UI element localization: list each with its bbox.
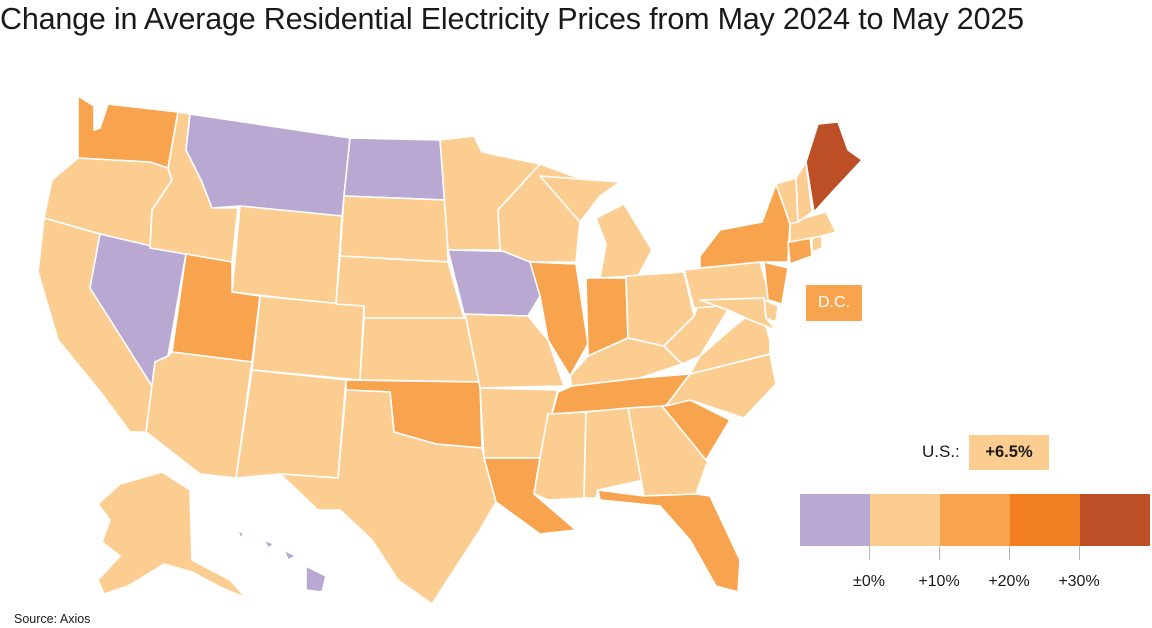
legend-swatch-mid xyxy=(940,494,1010,546)
legend-tick-label: ±0% xyxy=(853,573,885,590)
state-nm xyxy=(235,369,347,479)
state-sd xyxy=(339,195,449,263)
state-mo xyxy=(463,313,565,389)
legend-swatch-high xyxy=(1010,494,1080,546)
legend-tick-label: +30% xyxy=(1058,573,1100,590)
legend-swatch-top xyxy=(1080,494,1150,546)
legend-tick xyxy=(1009,546,1010,560)
map-title: Change in Average Residential Electricit… xyxy=(0,2,1024,36)
legend-color-scale xyxy=(800,494,1150,546)
state-co xyxy=(251,295,365,381)
state-wa xyxy=(77,95,179,169)
legend-tick xyxy=(869,546,870,560)
legend-swatch-decrease xyxy=(800,494,870,546)
state-fl xyxy=(597,489,741,593)
dc-badge: D.C. xyxy=(806,285,862,321)
national-label: U.S.: xyxy=(922,442,960,461)
state-ks xyxy=(359,317,481,383)
legend-tick-label: +20% xyxy=(988,573,1030,590)
legend-tick-label: +10% xyxy=(918,573,960,590)
legend-swatch-low xyxy=(870,494,940,546)
state-wy xyxy=(231,205,343,305)
state-me xyxy=(805,121,863,213)
state-nj xyxy=(763,261,789,305)
state-md xyxy=(699,297,777,331)
state-nh xyxy=(795,161,813,223)
state-tx xyxy=(279,389,497,605)
source-note: Source: Axios xyxy=(14,612,91,626)
state-nd xyxy=(343,137,447,201)
state-hi xyxy=(237,529,327,593)
state-ak xyxy=(97,471,247,599)
national-value-badge: +6.5% xyxy=(969,435,1049,470)
state-az xyxy=(145,351,253,479)
state-ga xyxy=(627,405,709,497)
state-mt xyxy=(185,113,351,217)
state-ny xyxy=(699,183,791,269)
legend-tick xyxy=(1079,546,1080,560)
legend-tick xyxy=(939,546,940,560)
